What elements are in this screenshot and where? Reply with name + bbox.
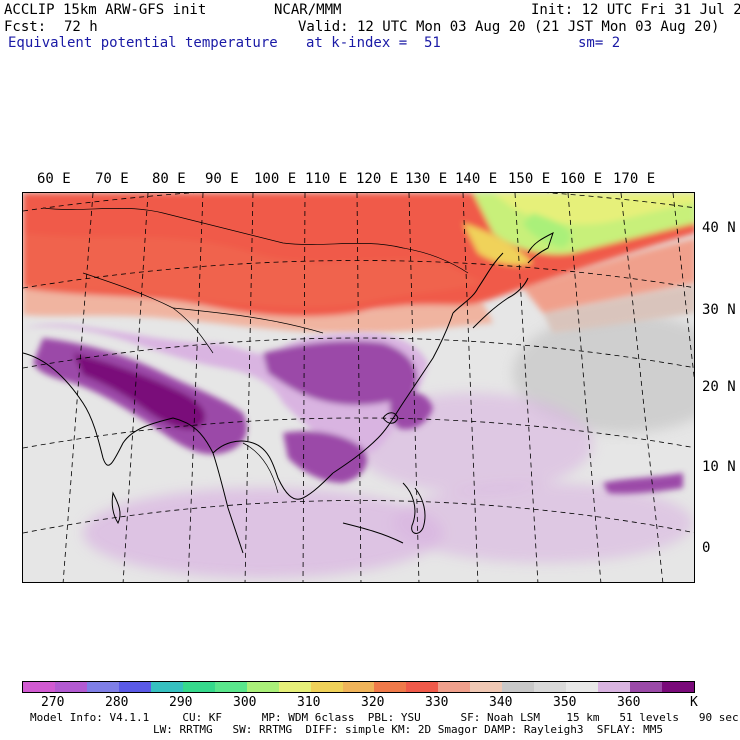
colorbar-swatch [54, 682, 87, 692]
longitude-label: 160 E [560, 171, 603, 187]
latitude-label: 10 N [702, 459, 736, 475]
colorbar-tick-label: 320 [361, 695, 385, 710]
colorbar-tick-label: 280 [105, 695, 129, 710]
colorbar-swatch [86, 682, 119, 692]
colorbar-swatch [438, 682, 471, 692]
longitude-label: 110 E [305, 171, 348, 187]
valid-time: Valid: 12 UTC Mon 03 Aug 20 (21 JST Mon … [298, 19, 720, 35]
forecast-hour: 72 h [64, 19, 98, 35]
colorbar-swatch [630, 682, 663, 692]
smoothing-info: sm= 2 [578, 35, 621, 51]
colorbar-swatch [566, 682, 599, 692]
colorbar-unit: K [690, 695, 698, 710]
colorbar-swatch [662, 682, 695, 692]
graticule [23, 193, 694, 582]
colorbar-swatch [470, 682, 503, 692]
longitude-label: 150 E [508, 171, 551, 187]
model-info-line2: LW: RRTMG SW: RRTMG DIFF: simple KM: 2D … [153, 723, 663, 736]
colorbar-swatch [278, 682, 311, 692]
coastlines [23, 232, 554, 554]
longitude-label: 90 E [205, 171, 239, 187]
colorbar-tick-label: 290 [169, 695, 193, 710]
longitude-label: 170 E [613, 171, 656, 187]
model-info-line1: Model Info: V4.1.1 CU: KF MP: WDM 6class… [30, 711, 739, 724]
colorbar-swatch [310, 682, 343, 692]
colorbar-swatch [150, 682, 183, 692]
map-panel [22, 192, 695, 583]
level-info: at k-index = 51 [306, 35, 441, 51]
center-label: NCAR/MMM [274, 2, 342, 18]
colorbar [22, 681, 695, 693]
colorbar-swatch [23, 682, 55, 692]
longitude-label: 100 E [254, 171, 297, 187]
colorbar-swatch [374, 682, 407, 692]
field-name: Equivalent potential temperature [8, 35, 278, 51]
colorbar-swatch [214, 682, 247, 692]
longitude-label: 70 E [95, 171, 129, 187]
model-title: ACCLIP 15km ARW-GFS init [4, 2, 207, 18]
colorbar-swatch [534, 682, 567, 692]
colorbar-tick-label: 310 [297, 695, 321, 710]
colorbar-tick-label: 330 [425, 695, 449, 710]
longitude-label: 130 E [405, 171, 448, 187]
longitude-label: 80 E [152, 171, 186, 187]
latitude-label: 0 [702, 540, 711, 556]
colorbar-tick-label: 270 [41, 695, 65, 710]
latitude-label: 30 N [702, 302, 736, 318]
init-time: Init: 12 UTC Fri 31 Jul 20 [531, 2, 740, 18]
colorbar-tick-label: 360 [617, 695, 641, 710]
warm-band [23, 193, 694, 333]
colorbar-tick-label: 300 [233, 695, 257, 710]
colorbar-tick-label: 340 [489, 695, 513, 710]
forecast-label: Fcst: [4, 19, 47, 35]
colorbar-swatch [246, 682, 279, 692]
map-field [23, 193, 694, 582]
colorbar-swatch [502, 682, 535, 692]
latitude-label: 20 N [702, 379, 736, 395]
latitude-label: 40 N [702, 220, 736, 236]
colorbar-swatch [118, 682, 151, 692]
colorbar-swatch [598, 682, 631, 692]
colorbar-swatch [342, 682, 375, 692]
country-borders [42, 207, 469, 494]
colorbar-tick-label: 350 [553, 695, 577, 710]
longitude-label: 120 E [356, 171, 399, 187]
colorbar-swatch [406, 682, 439, 692]
longitude-label: 140 E [455, 171, 498, 187]
colorbar-swatch [182, 682, 215, 692]
longitude-label: 60 E [37, 171, 71, 187]
